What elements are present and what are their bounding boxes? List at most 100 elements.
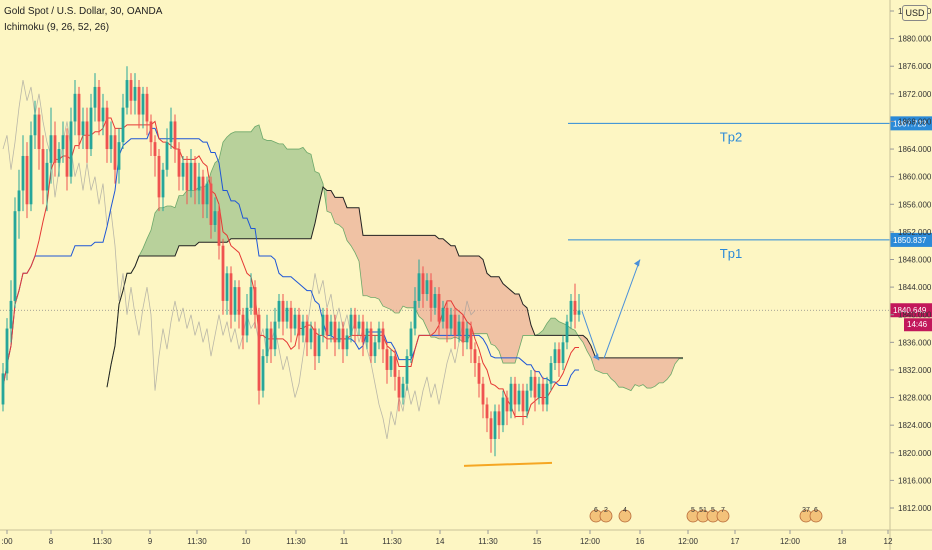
candle-body xyxy=(181,162,185,177)
candle-body xyxy=(29,135,33,205)
candle-body xyxy=(141,93,145,115)
candle-body xyxy=(77,93,81,136)
candle-body xyxy=(313,328,317,357)
target-price-label: 1850.837 xyxy=(893,236,927,245)
candle-body xyxy=(317,335,321,357)
cloud-segment xyxy=(167,206,171,257)
cloud-segment xyxy=(179,195,183,246)
candle-body xyxy=(281,300,285,322)
cloud-segment xyxy=(303,147,307,239)
candle-body xyxy=(25,155,29,205)
price-tick-label: 1832.000 xyxy=(898,366,932,375)
candle-body xyxy=(17,190,21,212)
candle-body xyxy=(525,390,529,412)
candle-body xyxy=(345,335,349,350)
candle-body xyxy=(329,321,333,336)
price-tick-label: 1820.000 xyxy=(898,449,932,458)
cloud-segment xyxy=(275,142,279,239)
candle-body xyxy=(325,314,329,336)
cloud-segment xyxy=(387,235,391,310)
price-tick-label: 1868.000 xyxy=(898,117,932,126)
cloud-segment xyxy=(299,147,303,239)
time-tick-label: 12 xyxy=(884,537,893,546)
cloud-segment xyxy=(391,235,395,313)
candle-body xyxy=(357,321,361,329)
candle-body xyxy=(145,93,149,122)
cloud-segment xyxy=(259,124,263,239)
cloud-segment xyxy=(407,235,411,308)
candle-body xyxy=(453,314,457,336)
price-tick-label: 1856.000 xyxy=(898,200,932,209)
current-price-label: 1840.649 xyxy=(893,306,927,315)
candle-body xyxy=(485,404,489,419)
event-flag-icon xyxy=(599,509,613,523)
cloud-segment xyxy=(399,235,403,313)
candle-body xyxy=(529,376,533,391)
price-tick-label: 1852.000 xyxy=(898,228,932,237)
candle-body xyxy=(1,373,5,405)
candle-body xyxy=(517,390,521,405)
cloud-segment xyxy=(587,338,591,358)
cloud-segment xyxy=(187,190,191,246)
cloud-segment xyxy=(595,356,599,372)
cloud-segment xyxy=(647,357,651,389)
time-tick-label: 9 xyxy=(148,537,153,546)
cloud-segment xyxy=(619,357,623,388)
event-flag-icon xyxy=(809,509,823,523)
candle-body xyxy=(437,294,441,322)
candle-body xyxy=(249,287,253,308)
candle-body xyxy=(509,383,513,412)
time-tick-label: 11:30 xyxy=(382,537,402,546)
cloud-segment xyxy=(663,357,667,383)
ichimoku-cloud xyxy=(107,124,683,391)
candle-body xyxy=(101,107,105,122)
cloud-segment xyxy=(347,207,351,246)
candle-body xyxy=(497,411,501,426)
cloud-segment xyxy=(287,149,291,239)
time-tick-label: 12:00 xyxy=(678,537,699,546)
cloud-segment xyxy=(499,276,503,364)
cloud-segment xyxy=(435,235,439,339)
candle-body xyxy=(501,397,505,426)
cloud-segment xyxy=(175,195,179,257)
candle-body xyxy=(21,155,25,191)
cloud-segment xyxy=(375,235,379,300)
candle-body xyxy=(373,342,377,357)
time-tick-label: 8 xyxy=(49,537,54,546)
event-count-label: 7 xyxy=(721,507,725,514)
candle-body xyxy=(197,176,201,191)
candle-body xyxy=(185,162,189,191)
price-tick-label: 1844.000 xyxy=(898,283,932,292)
indicator-label[interactable]: Ichimoku (9, 26, 52, 26) xyxy=(4,22,110,33)
candle-body xyxy=(93,86,97,108)
cloud-segment xyxy=(651,357,655,389)
price-tick-label: 1848.000 xyxy=(898,256,932,265)
candle-body xyxy=(561,342,565,364)
price-axis[interactable]: 1812.000 1816.000 1820.000 1824.000 1828.000… xyxy=(889,0,932,550)
time-axis[interactable]: :00 8 11:30 9 11:30 10 11:30 11 11:30 14 11:30 15 12… xyxy=(0,529,932,546)
candle-body xyxy=(221,245,225,301)
time-tick-label: 10 xyxy=(242,537,251,546)
candle-body xyxy=(57,149,61,163)
cloud-segment xyxy=(263,138,267,239)
cloud-segment xyxy=(235,131,239,239)
cloud-segment xyxy=(479,256,483,334)
candle-body xyxy=(153,142,157,156)
price-tick-label: 1836.000 xyxy=(898,338,932,347)
candle-body xyxy=(169,121,173,143)
candle-body xyxy=(193,162,197,191)
currency-button[interactable]: USD xyxy=(902,5,928,21)
cloud-segment xyxy=(555,318,559,336)
candle-body xyxy=(265,328,269,357)
time-tick-label: 15 xyxy=(533,537,542,546)
cloud-segment xyxy=(311,154,315,239)
cloud-segment xyxy=(403,235,407,308)
price-tick-label: 1872.000 xyxy=(898,90,932,99)
cloud-segment xyxy=(627,357,631,391)
candle-body xyxy=(433,294,437,308)
candle-body xyxy=(73,93,77,122)
cloud-segment xyxy=(583,335,587,351)
cloud-segment xyxy=(611,357,615,383)
candle-body xyxy=(513,383,517,405)
